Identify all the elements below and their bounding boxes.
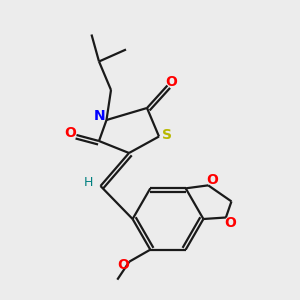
Text: N: N: [94, 110, 106, 123]
Text: O: O: [166, 76, 178, 89]
Text: S: S: [162, 128, 172, 142]
Text: O: O: [224, 216, 236, 230]
Text: O: O: [117, 258, 129, 272]
Text: O: O: [64, 126, 76, 140]
Text: O: O: [206, 173, 218, 187]
Text: H: H: [84, 176, 93, 190]
